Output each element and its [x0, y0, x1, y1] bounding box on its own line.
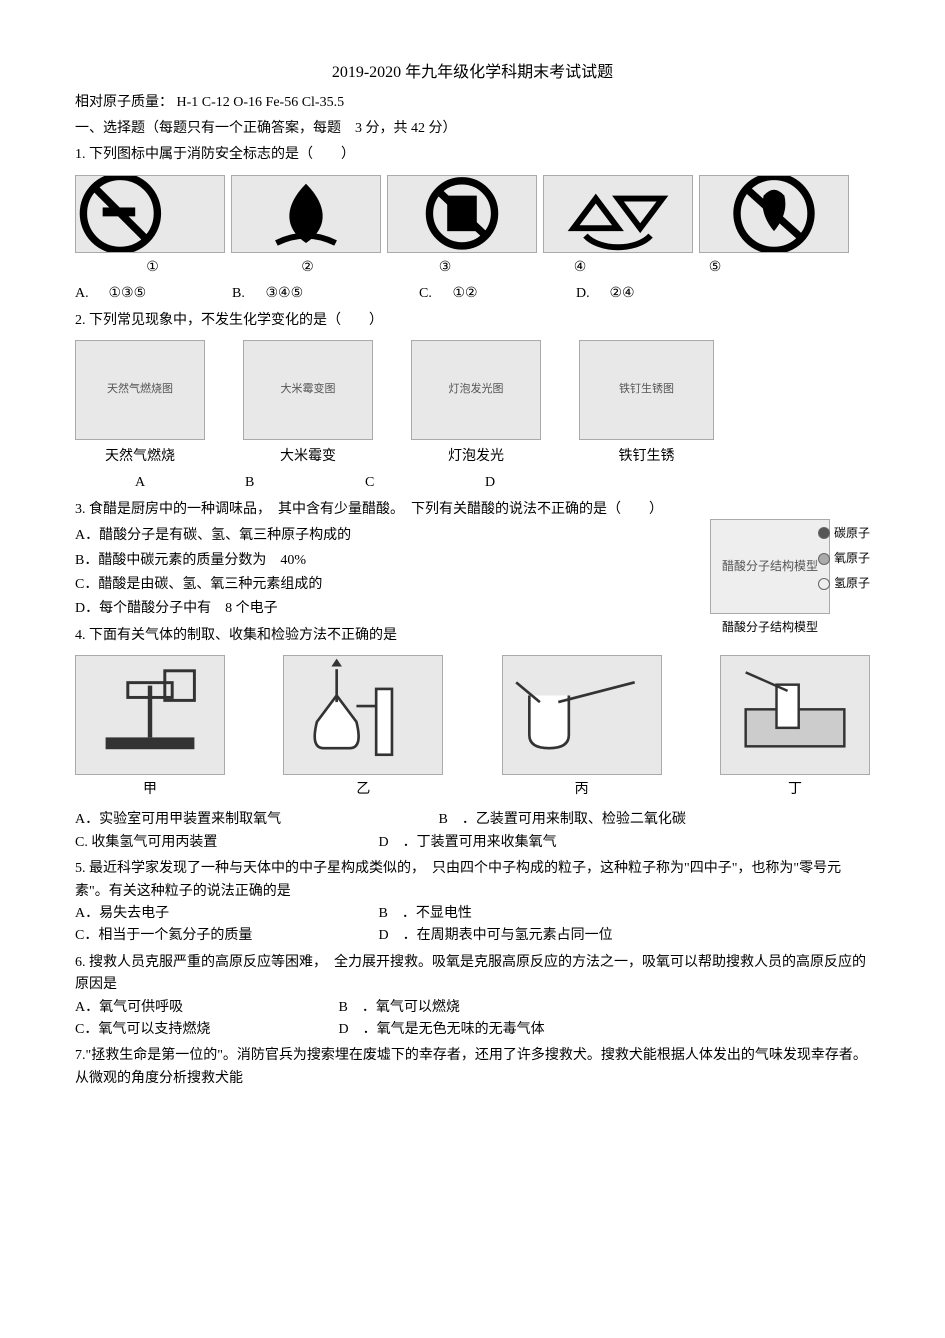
q2-letter-C: C: [365, 472, 485, 494]
q6-opt-B: B ．氧气可以燃烧: [339, 997, 460, 1019]
q3-legend-c: 碳原子: [818, 524, 870, 543]
q1-img-3: [387, 175, 537, 253]
q1-opt-D-letter: D.: [576, 283, 606, 305]
q4-img-3: [502, 655, 662, 775]
q3-legend: 碳原子 氧原子 氢原子: [818, 524, 870, 600]
q4-item-3: 丙: [502, 655, 662, 801]
atomic-mass-label: 相对原子质量：: [75, 95, 173, 110]
q1-label-3: ③: [385, 257, 505, 279]
q1-img-4: [543, 175, 693, 253]
q1-opt-B: ③④⑤: [266, 283, 416, 305]
q1-opt-D: ②④: [610, 283, 635, 305]
q2-cap-4: 铁钉生锈: [619, 446, 675, 468]
q1-opt-A-letter: A.: [75, 283, 105, 305]
q4-img-1: [75, 655, 225, 775]
q2-cap-1: 天然气燃烧: [105, 446, 175, 468]
q2-image-row: 天然气燃烧图 天然气燃烧 大米霉变图 大米霉变 灯泡发光图 灯泡发光 铁钉生锈图…: [75, 340, 870, 468]
q4-cap-2: 乙: [356, 779, 370, 801]
exam-title: 2019-2020 年九年级化学科期末考试试题: [75, 60, 870, 86]
q3-fig-caption: 醋酸分子结构模型: [722, 618, 818, 637]
q2-letter-A: A: [135, 472, 245, 494]
q2-letter-spacer: [75, 472, 135, 494]
q6-options-row2: C．氧气可以支持燃烧 D ．氧气是无色无味的无毒气体: [75, 1019, 870, 1041]
carbon-label: 碳原子: [834, 524, 870, 543]
q4-item-4: 丁: [720, 655, 870, 801]
q4-options-row1: A．实验室可用甲装置来制取氧气 B ．乙装置可用来制取、检验二氧化碳: [75, 809, 870, 831]
q2-letter-D: D: [485, 472, 495, 494]
q2-cap-3: 灯泡发光: [448, 446, 504, 468]
q1-img-1: [75, 175, 225, 253]
q1-label-1: ①: [75, 257, 230, 279]
q3-block: 3. 食醋是厨房中的一种调味品， 其中含有少量醋酸。 下列有关醋酸的说法不正确的…: [75, 499, 870, 621]
q6-stem: 6. 搜救人员克服严重的高原反应等困难， 全力展开搜救。吸氧是克服高原反应的方法…: [75, 952, 870, 997]
q7-stem: 7."拯救生命是第一位的"。消防官兵为搜索埋在废墟下的幸存者，还用了许多搜救犬。…: [75, 1045, 870, 1090]
q4-cap-4: 丁: [788, 779, 802, 801]
q2-letter-row: A B C D: [75, 472, 870, 494]
q4-cap-1: 甲: [143, 779, 157, 801]
section1-heading: 一、选择题（每题只有一个正确答案，每题 3 分，共 42 分）: [75, 118, 870, 140]
q4-item-1: 甲: [75, 655, 225, 801]
q6-opt-D: D ．氧气是无色无味的无毒气体: [339, 1019, 545, 1041]
q3-figure: 醋酸分子结构模型 碳原子 氧原子 氢原子 醋酸分子结构模型: [670, 519, 870, 649]
q4-opt-B: B ．乙装置可用来制取、检验二氧化碳: [439, 809, 686, 831]
q1-opt-A: ①③⑤: [109, 283, 229, 305]
hydrogen-dot-icon: [818, 578, 830, 590]
q1-label-row: ① ② ③ ④ ⑤: [75, 257, 870, 279]
q4-cap-3: 丙: [575, 779, 589, 801]
atomic-mass-values: H-1 C-12 O-16 Fe-56 Cl-35.5: [177, 95, 345, 110]
q4-opt-D: D ．丁装置可用来收集氧气: [379, 832, 557, 854]
q1-label-5: ⑤: [655, 257, 775, 279]
q2-item-2: 大米霉变图 大米霉变: [243, 340, 373, 468]
q3-molecule-img: 醋酸分子结构模型: [710, 519, 830, 614]
hydrogen-label: 氢原子: [834, 574, 870, 593]
oxygen-dot-icon: [818, 553, 830, 565]
q1-text: 1. 下列图标中属于消防安全标志的是（ ）: [75, 144, 870, 166]
q1-opt-B-letter: B.: [232, 283, 262, 305]
q6-options-row1: A．氧气可供呼吸 B ．氧气可以燃烧: [75, 997, 870, 1019]
q2-text: 2. 下列常见现象中，不发生化学变化的是（ ）: [75, 310, 870, 332]
q1-options: A. ①③⑤ B. ③④⑤ C. ①② D. ②④: [75, 283, 870, 305]
q3-legend-h: 氢原子: [818, 574, 870, 593]
q5-opt-C: C．相当于一个氦分子的质量: [75, 925, 375, 947]
q4-img-4: [720, 655, 870, 775]
q4-opt-C: C. 收集氢气可用丙装置: [75, 832, 375, 854]
q2-item-1: 天然气燃烧图 天然气燃烧: [75, 340, 205, 468]
carbon-dot-icon: [818, 527, 830, 539]
q1-img-5: [699, 175, 849, 253]
q2-img-3: 灯泡发光图: [411, 340, 541, 440]
q3-legend-o: 氧原子: [818, 549, 870, 568]
q5-options-row1: A．易失去电子 B ．不显电性: [75, 903, 870, 925]
q1-image-row: [75, 175, 870, 253]
q1-opt-C-letter: C.: [419, 283, 449, 305]
q2-letter-B: B: [245, 472, 365, 494]
q2-cap-2: 大米霉变: [280, 446, 336, 468]
q2-item-3: 灯泡发光图 灯泡发光: [411, 340, 541, 468]
q1-label-4: ④: [505, 257, 655, 279]
q5-opt-B: B ．不显电性: [379, 903, 472, 925]
q6-opt-A: A．氧气可供呼吸: [75, 997, 335, 1019]
q5-options-row2: C．相当于一个氦分子的质量 D ．在周期表中可与氢元素占同一位: [75, 925, 870, 947]
q1-img-2: [231, 175, 381, 253]
q4-img-2: [283, 655, 443, 775]
oxygen-label: 氧原子: [834, 549, 870, 568]
q4-image-row: 甲 乙 丙 丁: [75, 655, 870, 801]
q6-opt-C: C．氧气可以支持燃烧: [75, 1019, 335, 1041]
q4-options-row2: C. 收集氢气可用丙装置 D ．丁装置可用来收集氧气: [75, 832, 870, 854]
q4-opt-A: A．实验室可用甲装置来制取氧气: [75, 809, 435, 831]
q5-opt-D: D ．在周期表中可与氢元素占同一位: [379, 925, 613, 947]
q5-stem: 5. 最近科学家发现了一种与天体中的中子星构成类似的， 只由四个中子构成的粒子，…: [75, 858, 870, 903]
q5-opt-A: A．易失去电子: [75, 903, 375, 925]
q1-opt-C: ①②: [453, 283, 573, 305]
q2-img-2: 大米霉变图: [243, 340, 373, 440]
q2-img-4: 铁钉生锈图: [579, 340, 714, 440]
q2-item-4: 铁钉生锈图 铁钉生锈: [579, 340, 714, 468]
q1-label-2: ②: [230, 257, 385, 279]
q4-item-2: 乙: [283, 655, 443, 801]
atomic-mass-line: 相对原子质量： H-1 C-12 O-16 Fe-56 Cl-35.5: [75, 92, 870, 114]
q2-img-1: 天然气燃烧图: [75, 340, 205, 440]
